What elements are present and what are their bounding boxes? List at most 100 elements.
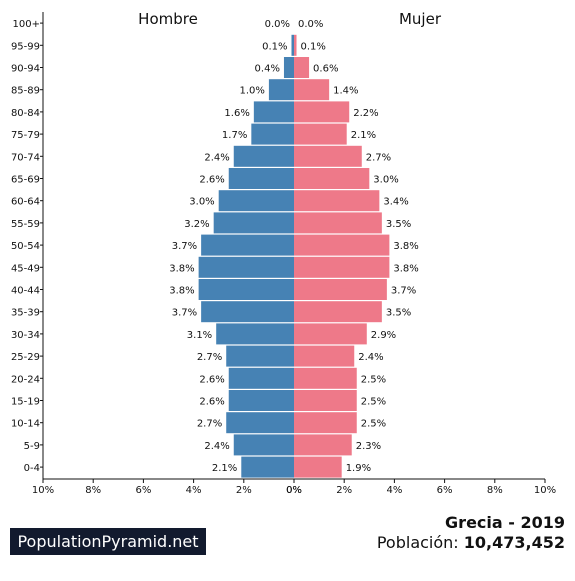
male-value-label: 2.7% bbox=[197, 352, 222, 363]
male-value-label: 0.4% bbox=[255, 64, 280, 75]
age-group-label: 35-39 bbox=[11, 308, 40, 319]
female-bar bbox=[294, 256, 390, 278]
male-value-label: 2.4% bbox=[204, 441, 229, 452]
x-tick-label: 6% bbox=[135, 485, 151, 496]
male-bar bbox=[201, 301, 294, 323]
female-bar bbox=[294, 367, 357, 389]
female-bar bbox=[294, 79, 330, 101]
male-value-label: 0.1% bbox=[262, 41, 287, 52]
male-value-label: 2.6% bbox=[199, 374, 224, 385]
male-value-label: 1.6% bbox=[224, 108, 249, 119]
x-tick-label: 8% bbox=[85, 485, 101, 496]
country-year-title: Grecia - 2019 bbox=[445, 513, 565, 532]
female-value-label: 3.8% bbox=[393, 263, 418, 274]
female-value-label: 2.7% bbox=[366, 152, 391, 163]
male-bar bbox=[241, 456, 294, 478]
age-group-label: 15-19 bbox=[11, 397, 40, 408]
male-bar bbox=[228, 168, 294, 189]
male-bar bbox=[283, 57, 294, 78]
female-bar bbox=[294, 323, 367, 345]
female-value-label: 2.5% bbox=[361, 419, 386, 430]
female-value-label: 3.5% bbox=[386, 219, 411, 230]
female-value-label: 2.5% bbox=[361, 374, 386, 385]
female-value-label: 0.0% bbox=[298, 19, 323, 30]
age-group-label: 30-34 bbox=[11, 330, 40, 341]
female-value-label: 3.4% bbox=[383, 197, 408, 208]
age-group-label: 85-89 bbox=[11, 86, 40, 97]
male-value-label: 2.6% bbox=[199, 397, 224, 408]
male-bar bbox=[198, 279, 294, 300]
female-bar bbox=[294, 101, 350, 123]
male-bar bbox=[198, 256, 294, 278]
female-value-label: 1.4% bbox=[333, 86, 358, 97]
female-value-label: 2.4% bbox=[358, 352, 383, 363]
female-bar bbox=[294, 301, 382, 323]
population-value: 10,473,452 bbox=[463, 533, 565, 552]
male-header: Hombre bbox=[138, 10, 198, 28]
male-value-label: 2.7% bbox=[197, 419, 222, 430]
female-bar bbox=[294, 434, 352, 456]
population-label: Población: bbox=[376, 533, 459, 552]
age-group-label: 70-74 bbox=[11, 152, 40, 163]
male-bar bbox=[233, 145, 294, 167]
male-value-label: 2.6% bbox=[199, 175, 224, 186]
age-group-label: 5-9 bbox=[24, 441, 40, 452]
male-value-label: 3.7% bbox=[172, 308, 197, 319]
male-value-label: 2.1% bbox=[212, 463, 237, 474]
x-tick-label: 4% bbox=[186, 485, 202, 496]
age-group-label: 50-54 bbox=[11, 241, 40, 252]
age-group-label: 20-24 bbox=[11, 374, 40, 385]
female-bar bbox=[294, 456, 342, 478]
age-group-label: 90-94 bbox=[11, 64, 40, 75]
brand-logo[interactable]: PopulationPyramid.net bbox=[10, 528, 206, 555]
male-value-label: 2.4% bbox=[204, 152, 229, 163]
age-group-label: 75-79 bbox=[11, 130, 40, 141]
male-bar bbox=[216, 323, 294, 345]
female-bar bbox=[294, 190, 380, 212]
x-tick-label: 2% bbox=[336, 485, 352, 496]
female-value-label: 3.0% bbox=[373, 175, 398, 186]
female-bar bbox=[294, 168, 370, 189]
x-tick-label: 0% bbox=[286, 485, 302, 496]
age-group-label: 55-59 bbox=[11, 219, 40, 230]
male-value-label: 3.2% bbox=[184, 219, 209, 230]
male-bar bbox=[218, 190, 294, 212]
x-tick-label: 10% bbox=[534, 485, 556, 496]
male-value-label: 3.1% bbox=[187, 330, 212, 341]
female-bar bbox=[294, 345, 355, 367]
male-bar bbox=[228, 390, 294, 411]
age-group-label: 95-99 bbox=[11, 41, 40, 52]
female-value-label: 0.6% bbox=[313, 64, 338, 75]
male-bar bbox=[228, 367, 294, 389]
population-pyramid-chart: Hombre Mujer 0.0% 0.0% 100+ 0.1% 0.1% 95-99 0.… bbox=[11, 10, 556, 496]
female-value-label: 2.5% bbox=[361, 397, 386, 408]
female-bar bbox=[294, 234, 390, 256]
female-bar bbox=[294, 123, 347, 145]
age-group-label: 100+ bbox=[13, 19, 40, 30]
female-value-label: 3.5% bbox=[386, 308, 411, 319]
male-bar bbox=[201, 234, 294, 256]
age-group-label: 45-49 bbox=[11, 263, 40, 274]
male-bar bbox=[291, 34, 294, 56]
female-bar bbox=[294, 145, 362, 167]
male-bar bbox=[226, 345, 294, 367]
x-tick-label: 8% bbox=[487, 485, 503, 496]
male-value-label: 1.7% bbox=[222, 130, 247, 141]
age-group-label: 40-44 bbox=[11, 286, 40, 297]
female-value-label: 2.3% bbox=[356, 441, 381, 452]
male-bar bbox=[233, 434, 294, 456]
female-value-label: 1.9% bbox=[346, 463, 371, 474]
x-tick-label: 4% bbox=[386, 485, 402, 496]
male-bar bbox=[213, 212, 294, 234]
population-total: Población: 10,473,452 bbox=[377, 533, 565, 552]
female-bar bbox=[294, 390, 357, 411]
female-bar bbox=[294, 212, 382, 234]
female-value-label: 3.7% bbox=[391, 286, 416, 297]
male-bar bbox=[251, 123, 294, 145]
male-value-label: 1.0% bbox=[239, 86, 264, 97]
x-tick-label: 2% bbox=[236, 485, 252, 496]
male-bar bbox=[226, 412, 294, 434]
female-value-label: 0.1% bbox=[301, 41, 326, 52]
male-value-label: 0.0% bbox=[265, 19, 290, 30]
male-value-label: 3.7% bbox=[172, 241, 197, 252]
